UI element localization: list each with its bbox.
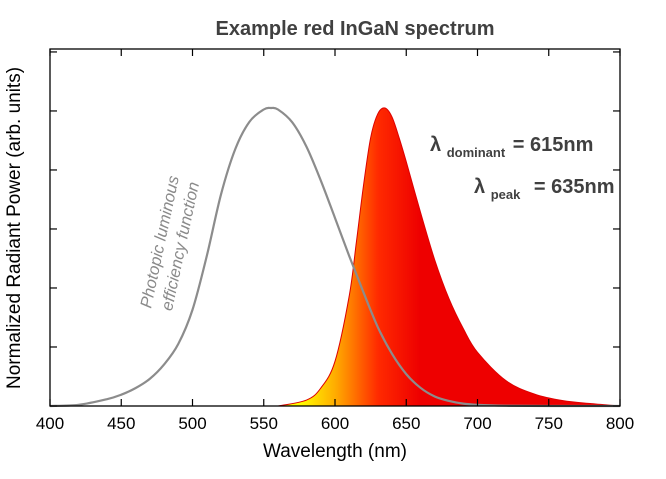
photopic-curve-annotation: Photopic luminous efficiency function: [137, 174, 203, 312]
spectrum-area-layer: [277, 107, 621, 407]
svg-text:λ peak = 635nm: λ peak = 635nm: [474, 176, 615, 204]
x-tick-label: 450: [107, 414, 135, 433]
x-tick-label: 750: [535, 414, 563, 433]
x-tick-label: 600: [321, 414, 349, 433]
svg-text:λ dominant = 615nm: λ dominant = 615nm: [430, 134, 593, 162]
spectrum-area: [277, 107, 621, 407]
x-axis-ticks: 400 450 500 550 600 650 700 750 800: [36, 49, 634, 433]
dominant-value: = 615nm: [513, 134, 594, 156]
peak-lambda-symbol: λ: [474, 176, 485, 198]
x-tick-label: 650: [392, 414, 420, 433]
dominant-lambda-symbol: λ: [430, 134, 441, 156]
chart-title: Example red InGaN spectrum: [216, 18, 495, 40]
photopic-curve-line: [49, 106, 621, 408]
y-axis-ticks: [50, 51, 620, 407]
x-tick-label: 800: [606, 414, 634, 433]
peak-value: = 635nm: [534, 176, 615, 198]
x-tick-label: 700: [463, 414, 491, 433]
dominant-wavelength-annotation: λ dominant = 615nm: [430, 134, 593, 162]
peak-subscript: peak: [491, 187, 521, 202]
photopic-curve-layer: [49, 106, 621, 408]
x-tick-label: 500: [178, 414, 206, 433]
y-axis-label: Normalized Radiant Power (arb. units): [4, 67, 25, 389]
peak-wavelength-annotation: λ peak = 635nm: [474, 176, 615, 204]
x-axis-label: Wavelength (nm): [263, 441, 407, 462]
x-tick-label: 400: [36, 414, 64, 433]
plot-frame: [49, 48, 621, 407]
x-tick-label: 550: [250, 414, 278, 433]
dominant-subscript: dominant: [447, 145, 506, 160]
